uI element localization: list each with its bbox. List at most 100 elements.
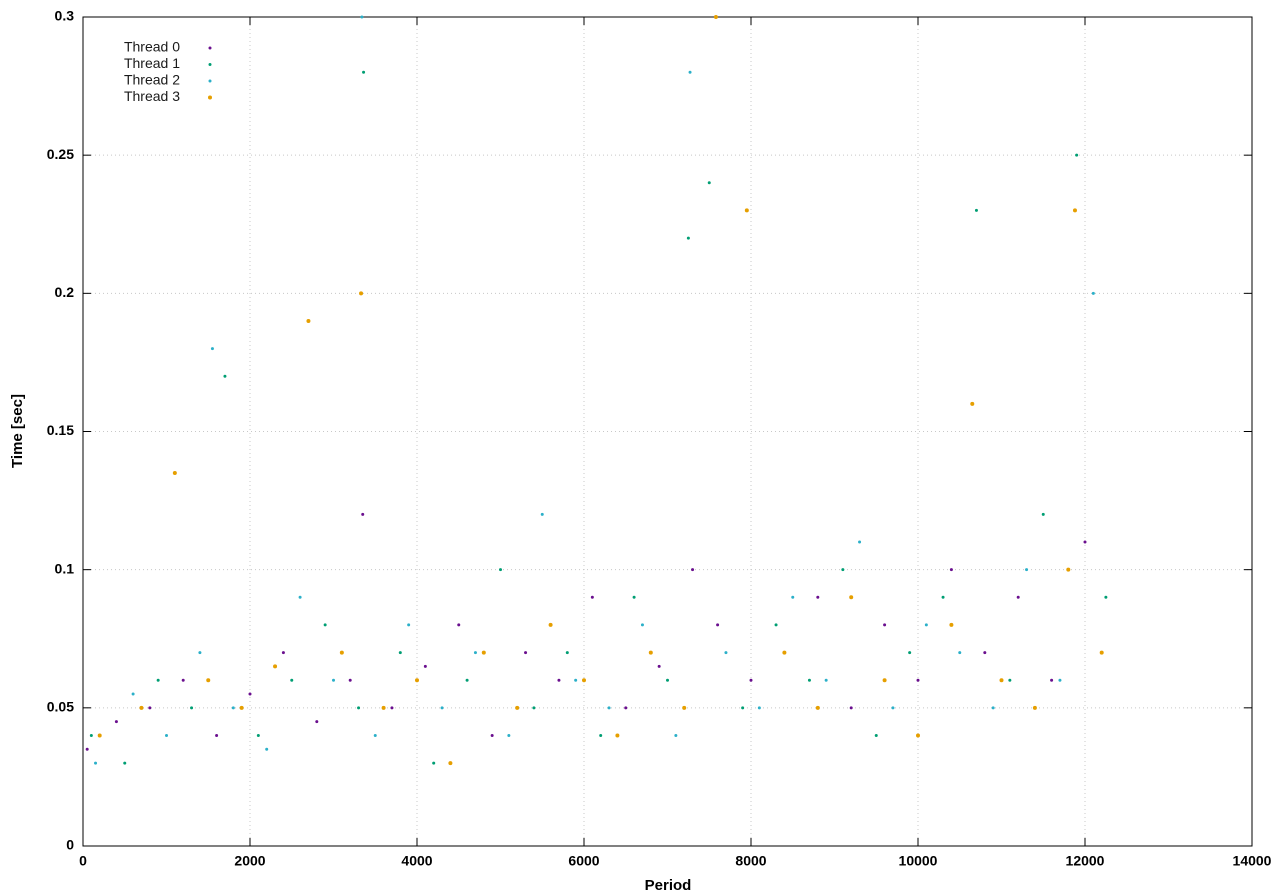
- scatter-point: [181, 678, 185, 682]
- scatter-point: [1072, 208, 1077, 213]
- scatter-point: [958, 651, 962, 655]
- scatter-point: [666, 678, 669, 682]
- scatter-point: [223, 374, 227, 378]
- scatter-point: [599, 733, 603, 737]
- scatter-point: [448, 761, 453, 766]
- scatter-point: [114, 720, 118, 724]
- scatter-point: [361, 512, 365, 516]
- legend-label: Thread 3: [124, 88, 180, 104]
- x-axis-title: Period: [645, 877, 692, 894]
- scatter-point: [686, 236, 690, 240]
- scatter-point: [306, 318, 311, 323]
- scatter-point: [1050, 678, 1054, 682]
- scatter-point: [640, 623, 644, 627]
- scatter-point: [457, 623, 461, 627]
- scatter-point: [688, 70, 692, 74]
- scatter-point: [874, 733, 878, 737]
- x-tick-label: 12000: [1066, 853, 1105, 869]
- scatter-point: [210, 347, 214, 351]
- scatter-point: [540, 512, 544, 516]
- scatter-point: [1091, 291, 1095, 295]
- scatter-point: [565, 651, 569, 655]
- scatter-point: [507, 733, 511, 737]
- scatter-point: [360, 15, 364, 19]
- scatter-point: [290, 678, 294, 682]
- scatter-point: [359, 291, 364, 296]
- scatter-point: [983, 651, 987, 655]
- scatter-point: [415, 678, 419, 683]
- scatter-point: [707, 181, 711, 185]
- scatter-point: [172, 470, 177, 475]
- scatter-point: [713, 15, 718, 19]
- scatter-point: [1058, 678, 1062, 682]
- scatter-point: [590, 595, 594, 599]
- scatter-point: [1032, 705, 1037, 710]
- x-tick-label: 10000: [899, 853, 938, 869]
- scatter-point: [398, 651, 402, 655]
- scatter-point: [89, 733, 93, 737]
- scatter-point: [849, 706, 853, 710]
- scatter-point: [148, 706, 152, 710]
- scatter-point: [916, 678, 920, 682]
- scatter-point: [908, 651, 912, 655]
- scatter-point: [607, 706, 611, 710]
- legend-marker: [208, 46, 212, 50]
- scatter-point: [248, 692, 252, 696]
- scatter-point: [657, 664, 661, 668]
- scatter-point: [744, 208, 749, 213]
- scatter-point: [432, 761, 436, 765]
- scatter-point: [691, 568, 695, 572]
- scatter-point: [256, 733, 260, 737]
- scatter-point: [716, 623, 720, 627]
- scatter-point: [974, 208, 978, 212]
- scatter-point: [1099, 650, 1104, 655]
- scatter-point: [574, 678, 578, 682]
- scatter-point: [916, 733, 920, 738]
- scatter-point: [774, 623, 778, 627]
- scatter-point: [791, 595, 795, 599]
- scatter-point: [1025, 568, 1029, 572]
- scatter-point: [332, 678, 335, 682]
- scatter-point: [362, 70, 366, 74]
- legend-marker: [208, 95, 212, 100]
- scatter-point: [381, 705, 386, 710]
- scatter-point: [357, 706, 361, 710]
- scatter-point: [524, 651, 528, 655]
- x-tick-label: 4000: [401, 853, 432, 869]
- scatter-point: [682, 705, 687, 710]
- scatter-point: [816, 595, 820, 599]
- scatter-point: [757, 706, 761, 710]
- scatter-point: [85, 747, 89, 751]
- scatter-point: [265, 747, 269, 751]
- scatter-point: [674, 733, 678, 737]
- plot-frame: [82, 16, 1253, 847]
- scatter-point: [924, 623, 928, 627]
- x-tick-label: 2000: [234, 853, 265, 869]
- scatter-point: [883, 623, 887, 627]
- legend-marker: [208, 63, 212, 66]
- scatter-point: [891, 706, 895, 710]
- scatter-point: [423, 664, 427, 668]
- scatter-point: [473, 651, 477, 655]
- y-tick-label: 0.1: [55, 560, 75, 576]
- scatter-point: [156, 678, 160, 682]
- scatter-point: [632, 595, 636, 599]
- x-tick-label: 14000: [1233, 853, 1272, 869]
- scatter-point: [1104, 595, 1108, 599]
- scatter-point: [515, 705, 520, 710]
- scatter-point: [123, 761, 127, 765]
- scatter-point: [582, 678, 586, 683]
- scatter-point: [206, 678, 211, 683]
- legend-marker: [208, 79, 212, 83]
- scatter-point: [198, 651, 202, 655]
- scatter-point: [273, 664, 278, 669]
- scatter-point: [624, 706, 628, 710]
- scatter-point: [849, 595, 854, 600]
- scatter-point: [1041, 512, 1045, 516]
- scatter-point: [94, 761, 98, 765]
- scatter-point: [490, 733, 494, 737]
- scatter-point: [440, 706, 444, 710]
- scatter-point: [239, 705, 244, 710]
